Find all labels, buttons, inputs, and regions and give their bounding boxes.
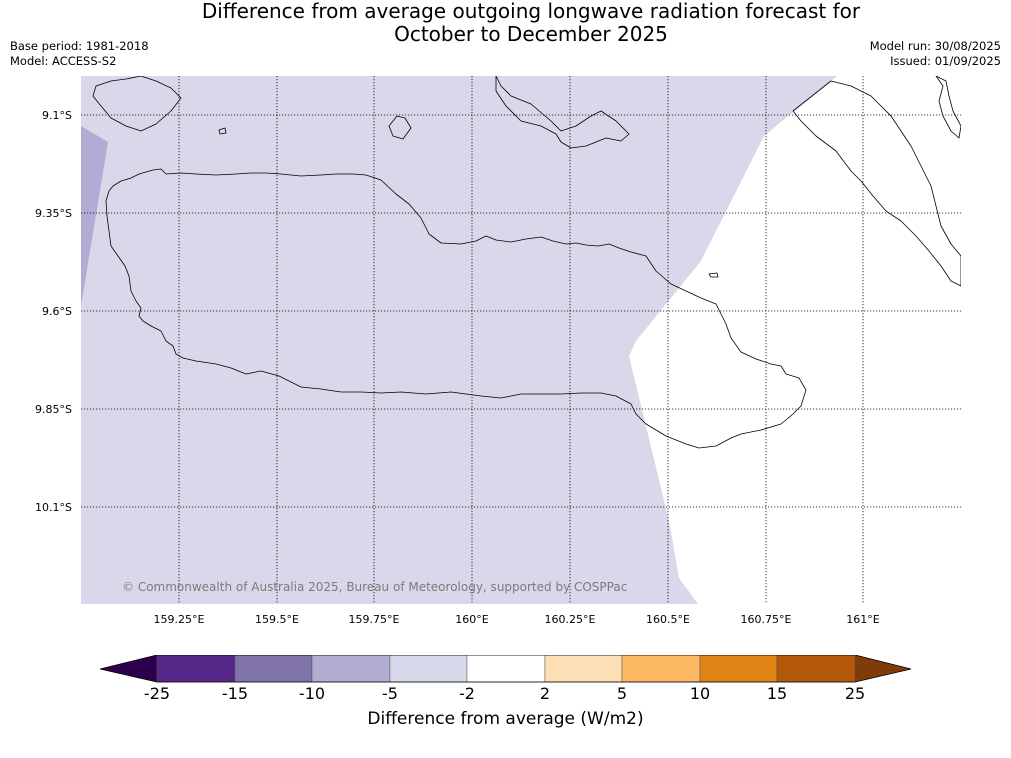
colorbar-tick-9: 25 — [844, 684, 866, 703]
colorbar-tick-0: -25 — [143, 684, 171, 703]
colorbar-tick-6: 5 — [616, 684, 628, 703]
colorbar-segment--2-2 — [466, 655, 546, 683]
model-run: Model run: 30/08/2025 — [869, 39, 1001, 53]
map-title-line1: Difference from average outgoing longwav… — [201, 0, 861, 23]
colorbar-tick-1: -15 — [221, 684, 249, 703]
coastline-guadalcanal — [105, 168, 807, 449]
base-period: Base period: 1981-2018 — [10, 39, 149, 53]
anomaly-fill-darker — [81, 126, 108, 306]
colorbar-segment--15--10 — [234, 655, 313, 683]
colorbar — [100, 655, 912, 683]
colorbar-segment--10--5 — [311, 655, 391, 683]
coastline-east-islets — [935, 76, 961, 139]
coastline-florida-islands — [495, 76, 630, 149]
colorbar-segment-2-5 — [544, 655, 623, 683]
lon-label-160.5: 160.5°E — [646, 613, 690, 626]
coastline-malaita — [792, 80, 961, 287]
colorbar-outline — [100, 655, 912, 683]
colorbar-tick-2: -10 — [298, 684, 326, 703]
coastline-islet-ne — [708, 272, 719, 278]
colorbar-tick-3: -5 — [382, 684, 398, 703]
lon-label-159.5: 159.5°E — [255, 613, 299, 626]
lon-label-160.25: 160.25°E — [544, 613, 596, 626]
lon-label-159.75: 159.75°E — [348, 613, 400, 626]
coastline-savo — [388, 115, 412, 140]
colorbar-segment-10-15 — [699, 655, 778, 683]
colorbar-title: Difference from average (W/m2) — [367, 709, 644, 729]
meta-left: Base period: 1981-2018 Model: ACCESS-S2 — [10, 39, 149, 69]
lat-label-9.6: 9.6°S — [42, 305, 72, 318]
lat-label-9.35: 9.35°S — [35, 207, 72, 220]
coastlines — [92, 76, 961, 449]
meta-right: Model run: 30/08/2025 Issued: 01/09/2025 — [870, 39, 1001, 69]
lon-label-160.75: 160.75°E — [740, 613, 792, 626]
issued-date: Issued: 01/09/2025 — [890, 54, 1001, 68]
map-svg — [81, 76, 961, 604]
graticule — [81, 76, 961, 604]
copyright-notice: © Commonwealth of Australia 2025, Bureau… — [122, 580, 628, 594]
colorbar-tick-5: 2 — [539, 684, 551, 703]
lat-label-10.1: 10.1°S — [35, 501, 72, 514]
colorbar-segment--25--15 — [156, 655, 236, 683]
lon-label-160: 160°E — [455, 613, 489, 626]
colorbar-tick-7: 10 — [689, 684, 711, 703]
colorbar-tick-4: -2 — [459, 684, 475, 703]
colorbar-tick-8: 15 — [766, 684, 788, 703]
coastline-russell-islands — [92, 76, 182, 132]
colorbar-segment-below--25 — [100, 655, 158, 683]
lat-label-9.1: 9.1°S — [42, 109, 72, 122]
map-panel — [81, 76, 961, 604]
colorbar-segment-15-25 — [776, 655, 856, 683]
map-title: Difference from average outgoing longwav… — [0, 0, 1011, 46]
lat-label-9.85: 9.85°S — [35, 403, 72, 416]
map-title-line2: October to December 2025 — [394, 22, 668, 46]
colorbar-segment--5--2 — [389, 655, 468, 683]
anomaly-fill-neutral — [629, 76, 961, 604]
colorbar-segment-5-10 — [621, 655, 701, 683]
lon-label-159.25: 159.25°E — [153, 613, 205, 626]
colorbar-segment-above-25 — [854, 655, 912, 683]
coastline-islet-nw — [218, 127, 227, 135]
lon-label-161: 161°E — [846, 613, 880, 626]
model-name: Model: ACCESS-S2 — [10, 54, 117, 68]
